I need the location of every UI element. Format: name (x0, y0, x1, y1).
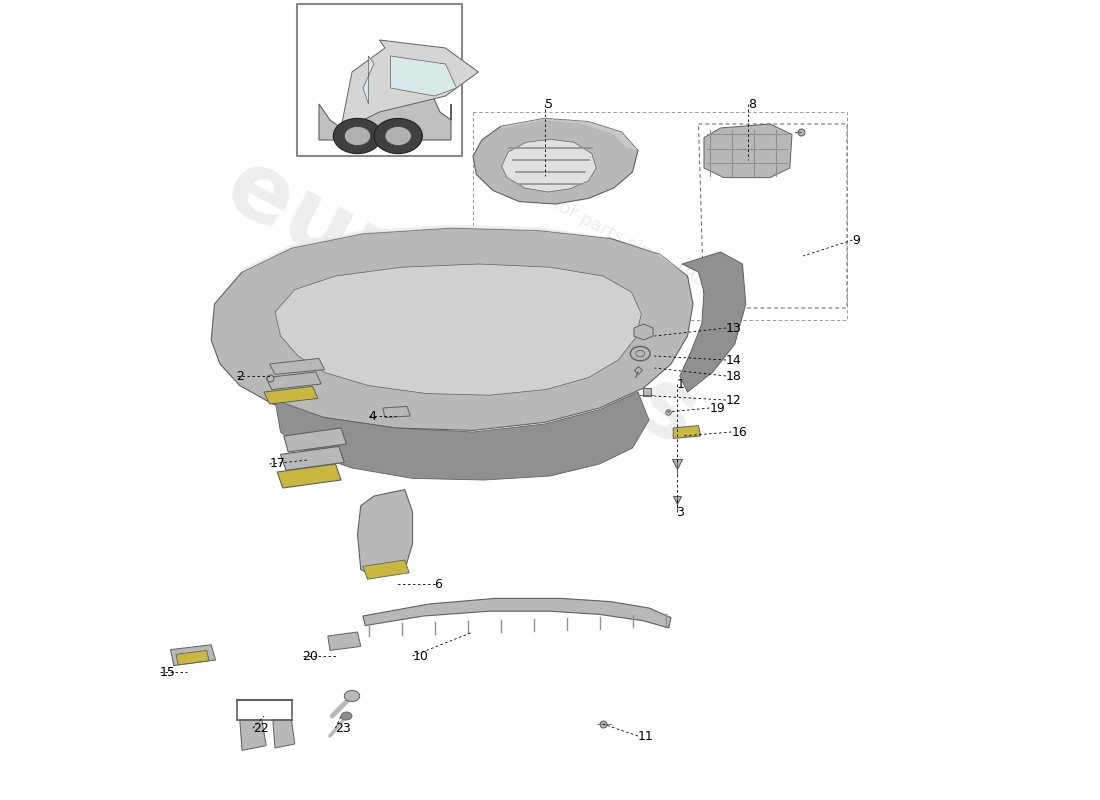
Text: 11: 11 (638, 730, 653, 742)
Text: 23: 23 (336, 722, 351, 734)
Polygon shape (363, 598, 671, 628)
Polygon shape (341, 40, 478, 128)
Polygon shape (280, 446, 344, 470)
Polygon shape (273, 720, 295, 748)
Polygon shape (176, 650, 209, 665)
Text: 10: 10 (412, 650, 428, 662)
Text: 17: 17 (270, 458, 285, 470)
Text: 19: 19 (710, 402, 725, 414)
Polygon shape (680, 252, 746, 392)
Polygon shape (275, 264, 641, 395)
Circle shape (333, 118, 382, 154)
Polygon shape (242, 225, 688, 276)
Bar (297, 4, 462, 156)
Polygon shape (473, 118, 638, 204)
Text: 20: 20 (302, 650, 318, 662)
Circle shape (385, 126, 411, 146)
Text: 18: 18 (726, 370, 741, 382)
Text: 4: 4 (368, 410, 376, 422)
Text: 15: 15 (160, 666, 175, 678)
Text: 8: 8 (748, 98, 756, 110)
Polygon shape (704, 124, 792, 178)
Polygon shape (358, 490, 412, 576)
Polygon shape (500, 118, 638, 150)
Polygon shape (284, 428, 346, 452)
Polygon shape (673, 426, 701, 438)
Polygon shape (240, 720, 266, 750)
Circle shape (636, 350, 645, 357)
Text: 13: 13 (726, 322, 741, 334)
Polygon shape (383, 406, 410, 418)
Polygon shape (275, 392, 649, 480)
Polygon shape (277, 464, 341, 488)
Polygon shape (211, 228, 693, 430)
Polygon shape (170, 645, 216, 666)
Text: 9: 9 (852, 234, 860, 246)
Text: 1: 1 (676, 378, 684, 390)
Text: 14: 14 (726, 354, 741, 366)
Polygon shape (266, 372, 321, 390)
Text: euroParts: euroParts (210, 141, 714, 467)
Polygon shape (328, 632, 361, 650)
Text: 16: 16 (732, 426, 747, 438)
Circle shape (344, 126, 371, 146)
Polygon shape (390, 56, 456, 96)
Text: a passion for parts since 1985: a passion for parts since 1985 (470, 152, 718, 296)
Circle shape (374, 118, 422, 154)
Text: 2: 2 (236, 370, 244, 382)
Polygon shape (270, 358, 324, 374)
Polygon shape (319, 72, 451, 140)
Text: 12: 12 (726, 394, 741, 406)
Text: 22: 22 (253, 722, 268, 734)
Polygon shape (502, 139, 596, 192)
Text: 6: 6 (434, 578, 442, 590)
Circle shape (344, 690, 360, 702)
Polygon shape (363, 56, 374, 104)
Polygon shape (363, 560, 409, 579)
Polygon shape (264, 386, 318, 404)
Text: 3: 3 (676, 506, 684, 518)
Circle shape (341, 712, 352, 720)
Text: 5: 5 (544, 98, 552, 110)
